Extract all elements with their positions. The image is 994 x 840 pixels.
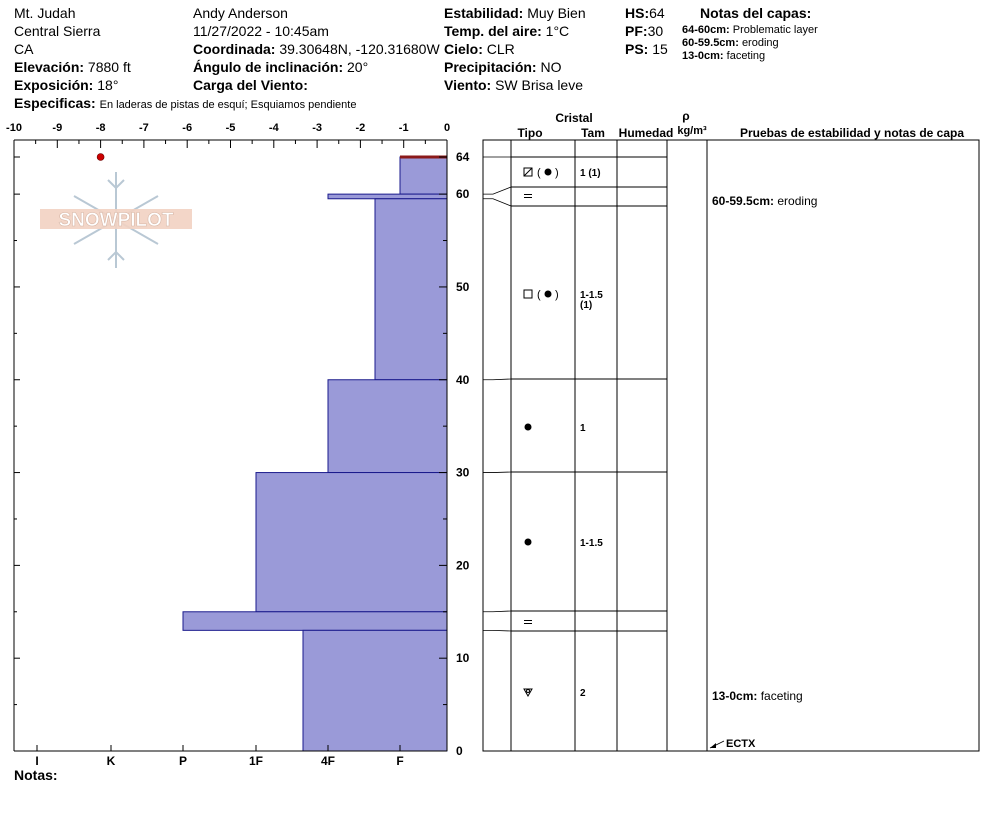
temp-tick-label: -6	[182, 122, 192, 134]
stability: Estabilidad: Muy Bien	[444, 5, 586, 21]
snowpilot-logo: SNOWPILOT	[40, 172, 192, 268]
region: Central Sierra	[14, 23, 101, 39]
hardness-bar	[327, 379, 448, 474]
depth-tick-label: 10	[456, 651, 470, 665]
logo-text: SNOWPILOT	[58, 210, 173, 231]
depth-tick-label: 0	[456, 744, 463, 758]
humedad-header: Humedad	[619, 126, 674, 140]
hs: HS:64	[625, 5, 665, 21]
temp-tick-label: -7	[139, 122, 149, 134]
hardness-tick-label: F	[396, 754, 403, 768]
temp-tick-label: -8	[96, 122, 106, 134]
grain-size: 1	[580, 423, 586, 434]
incline: Ángulo de inclinación: 20°	[193, 59, 369, 75]
datetime: 11/27/2022 - 10:45am	[193, 23, 329, 39]
coordinates: Coordinada: 39.30648N, -120.31680W	[193, 41, 440, 57]
depth-hoar-icon	[523, 688, 533, 698]
grain-size: (1)	[580, 300, 592, 311]
tam-header: Tam	[581, 126, 605, 140]
grain-size: 1-1.5	[580, 290, 603, 301]
layer-note-3: 13-0cm: faceting	[682, 50, 766, 62]
aspect: Exposición: 18°	[14, 77, 119, 93]
svg-text:(: (	[537, 289, 541, 301]
grain-size: 2	[580, 688, 586, 699]
hardness-tick-label: I	[35, 754, 38, 768]
ps: PS: 15	[625, 41, 668, 57]
location: Mt. Judah	[14, 5, 76, 21]
hardness-tick-label: 1F	[249, 754, 263, 768]
hardness-bar	[255, 472, 448, 613]
wind-load: Carga del Viento:	[193, 77, 308, 93]
tipo-header: Tipo	[517, 126, 542, 140]
depth-tick-label: 60	[456, 187, 470, 201]
temp-tick-label: -2	[356, 122, 366, 134]
notes-label: Notas:	[14, 767, 58, 783]
stability-test-label: ECTX	[726, 738, 756, 750]
hardness-bar	[302, 629, 448, 752]
rounded-icon	[524, 538, 532, 546]
hardness-bar	[182, 611, 448, 631]
sky: Cielo: CLR	[444, 41, 515, 57]
depth-tick-label: 20	[456, 558, 470, 572]
layer-comment: 13-0cm: faceting	[712, 689, 803, 703]
mixed-rounding-icon: ()	[523, 167, 559, 179]
depth-tick-label: 30	[456, 466, 470, 480]
tests-header: Pruebas de estabilidad y notas de capa	[740, 126, 964, 140]
cristal-header: Cristal	[555, 111, 592, 125]
temperature-point	[96, 153, 105, 161]
temp-tick-label: -5	[226, 122, 236, 134]
temp-tick-label: -3	[312, 122, 322, 134]
observer: Andy Anderson	[193, 5, 288, 21]
layer-note-1: 64-60cm: Problematic layer	[682, 24, 818, 36]
temp-tick-label: -4	[269, 122, 280, 134]
temp-tick-label: -10	[6, 122, 22, 134]
depth-tick-label: 64	[456, 150, 470, 164]
rounded-icon	[524, 423, 532, 431]
svg-text:): )	[555, 289, 559, 301]
state: CA	[14, 41, 34, 57]
temp-tick-label: -9	[52, 122, 62, 134]
depth-tick-label: 50	[456, 280, 470, 294]
precipitation: Precipitación: NO	[444, 59, 562, 75]
hardness-tick-label: P	[179, 754, 187, 768]
elevation: Elevación: 7880 ft	[14, 59, 131, 75]
temp-tick-label: 0	[444, 122, 450, 134]
temp-tick-label: -1	[399, 122, 409, 134]
grain-size: 1-1.5	[580, 538, 603, 549]
pf: PF:30	[625, 23, 664, 39]
specifics: Especificas: En laderas de pistas de esq…	[14, 95, 357, 111]
hardness-bar	[327, 193, 448, 200]
grain-size: 1 (1)	[580, 168, 601, 179]
air-temp: Temp. del aire: 1°C	[444, 23, 570, 39]
faceted-rounded-icon: ()	[523, 289, 559, 301]
hardness-tick-label: 4F	[321, 754, 335, 768]
hardness-bar	[374, 198, 448, 381]
svg-text:(: (	[537, 167, 541, 179]
depth-tick-label: 40	[456, 373, 470, 387]
wind: Viento: SW Brisa leve	[444, 77, 584, 93]
hardness-tick-label: K	[107, 754, 116, 768]
rho-header: ρ	[682, 109, 689, 123]
hardness-bar	[399, 156, 448, 195]
crust-icon	[524, 620, 532, 624]
crust-icon	[524, 194, 532, 198]
density-unit: kg/m³	[677, 125, 707, 137]
svg-text:): )	[555, 167, 559, 179]
layer-note-2: 60-59.5cm: eroding	[682, 37, 779, 49]
layer-comment: 60-59.5cm: eroding	[712, 194, 817, 208]
layer-notes-title: Notas del capas:	[700, 5, 812, 21]
